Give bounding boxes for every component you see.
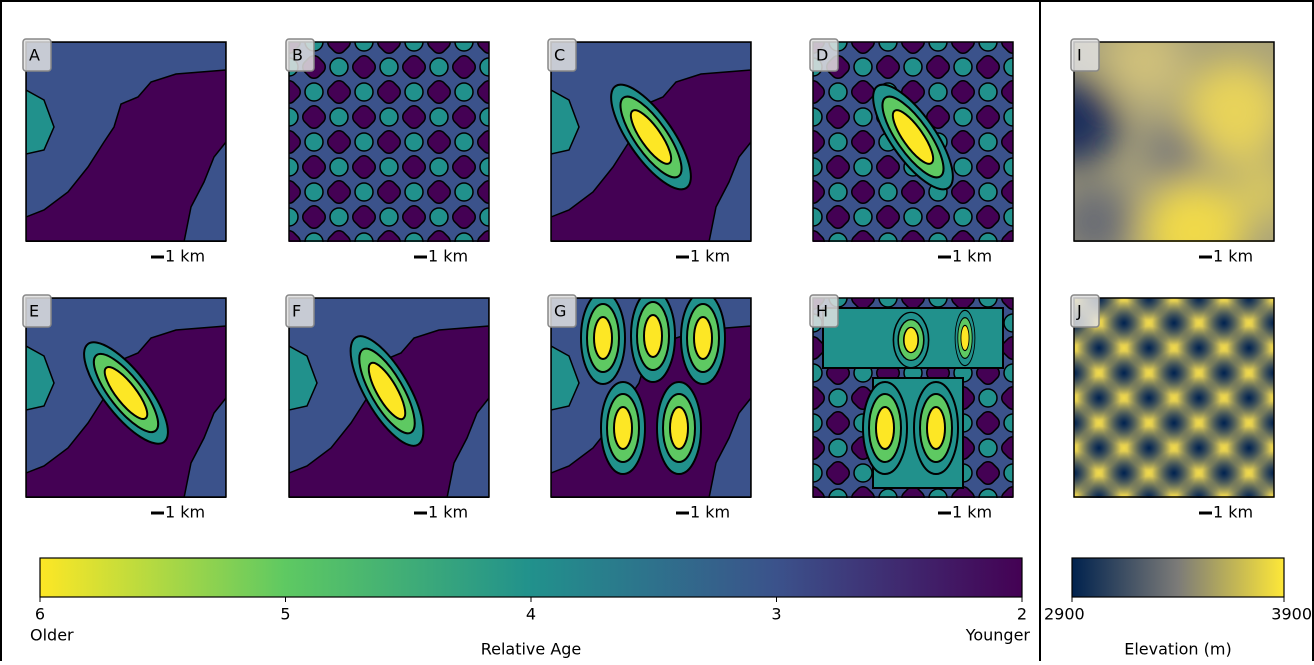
panel: A 1 km (22, 38, 227, 266)
panel-border (812, 297, 1014, 498)
panel-label-box (809, 38, 839, 72)
panel-label-box (809, 294, 839, 328)
blob (1144, 182, 1244, 242)
blob (1144, 122, 1204, 182)
panel-label: F (292, 302, 301, 321)
panel-border (1073, 297, 1275, 498)
panel-label: J (1076, 302, 1082, 321)
pattern (289, 42, 489, 242)
tick-label: 3 (771, 605, 781, 624)
contour (580, 298, 626, 385)
panel-label: G (554, 302, 566, 321)
panel-label-box (285, 294, 315, 328)
blob (1074, 77, 1119, 167)
colorbar-left-label: Older (30, 626, 74, 645)
scale-bar-label: 1 km (428, 503, 468, 522)
contour (892, 311, 930, 369)
panel-image (551, 42, 751, 242)
panel: J 1 km (1070, 294, 1275, 522)
panel-label-box (547, 38, 577, 72)
panel-label: H (816, 302, 828, 321)
contour (656, 381, 702, 475)
contour (630, 298, 676, 383)
panel-border (812, 41, 1014, 242)
panel: H 1 km (809, 294, 1014, 522)
panel-label: B (292, 46, 303, 65)
panel: D 1 km (809, 38, 1014, 266)
tick-label: 3900 (1271, 605, 1312, 624)
panel-label-box (22, 38, 52, 72)
panel: C 1 km (547, 38, 752, 266)
contour (862, 381, 908, 475)
colorbar-right-label: Younger (965, 626, 1031, 645)
panel-border (550, 41, 752, 242)
panel-label: A (29, 46, 40, 65)
panel-image (1074, 42, 1274, 242)
tick-label: 6 (35, 605, 45, 624)
panel-label: E (29, 302, 39, 321)
panel-label: D (816, 46, 828, 65)
image (1074, 298, 1274, 498)
contour (680, 298, 726, 385)
scale-bar-label: 1 km (428, 247, 468, 266)
colorbar-title: Relative Age (481, 640, 582, 659)
panel-border (25, 41, 227, 242)
panel: F 1 km (285, 294, 490, 522)
scale-bar-label: 1 km (165, 247, 205, 266)
contour (600, 381, 646, 475)
scale-bar-label: 1 km (952, 247, 992, 266)
scale-bar-label: 1 km (690, 503, 730, 522)
panel: I 1 km (1070, 38, 1275, 266)
panel-border (288, 41, 490, 242)
panel-label-box (285, 38, 315, 72)
scale-bar-label: 1 km (1213, 247, 1253, 266)
tick-label: 5 (280, 605, 290, 624)
panel-border (25, 297, 227, 498)
colorbar (39, 557, 1023, 598)
tick-label: 2900 (1044, 605, 1085, 624)
contour (954, 309, 976, 367)
panel-border (288, 297, 490, 498)
blob (1234, 162, 1274, 222)
scale-bar-label: 1 km (1213, 503, 1253, 522)
panel: G 1 km (547, 294, 752, 522)
panel-image (26, 42, 226, 242)
panel-image (1074, 298, 1274, 498)
contour (26, 42, 226, 242)
blob (1184, 62, 1274, 162)
colorbar (1071, 557, 1285, 598)
colorbar-title: Elevation (m) (1124, 640, 1231, 659)
panel-border (1073, 41, 1275, 242)
panel-label: C (554, 46, 565, 65)
panel-image (289, 298, 489, 498)
scale-bar-label: 1 km (952, 503, 992, 522)
panel-label-box (22, 294, 52, 328)
scale-bar-label: 1 km (165, 503, 205, 522)
panel-border (550, 297, 752, 498)
blob (1104, 42, 1184, 102)
contour (913, 381, 959, 475)
panel-image (26, 298, 226, 498)
panel-image (551, 298, 751, 498)
tick-label: 4 (526, 605, 536, 624)
panel: E 1 km (22, 294, 227, 522)
scale-bar-label: 1 km (690, 247, 730, 266)
panel: B 1 km (285, 38, 490, 266)
panel-label-box (1070, 38, 1100, 72)
panel-label-box (1070, 294, 1100, 328)
tick-label: 2 (1017, 605, 1027, 624)
panel-label: I (1077, 46, 1082, 65)
panel-image (289, 42, 489, 242)
panel-image (813, 42, 1013, 242)
panel-image (813, 298, 1013, 498)
panel-label-box (547, 294, 577, 328)
blob (1074, 182, 1134, 242)
image-blobs (1074, 42, 1274, 242)
